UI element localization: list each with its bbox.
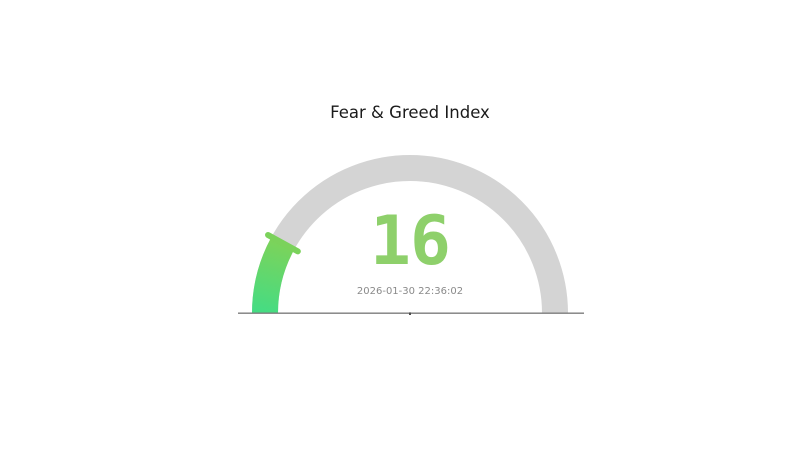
baseline-center-tick [409, 312, 411, 315]
gauge-value: 16 [370, 202, 451, 281]
gauge-timestamp: 2026-01-30 22:36:02 [356, 286, 464, 297]
gauge-thumb-marker [265, 231, 301, 255]
gauge-value-arc [252, 236, 295, 314]
chart-title: Fear & Greed Index [330, 103, 490, 122]
